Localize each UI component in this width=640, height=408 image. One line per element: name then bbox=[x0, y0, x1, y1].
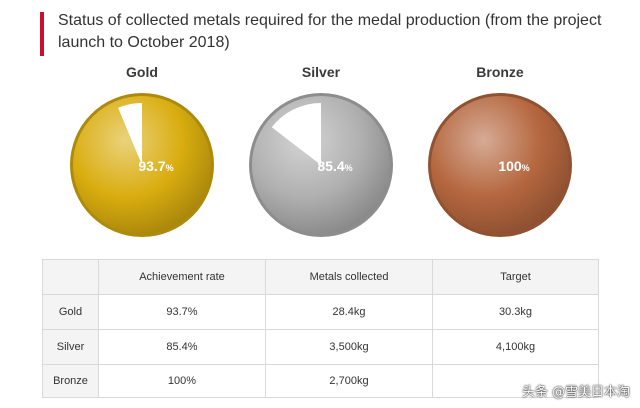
table-header-cell: Target bbox=[432, 259, 599, 295]
medal-face-bronze bbox=[431, 96, 569, 234]
chart-title-block: Status of collected metals required for … bbox=[40, 10, 620, 58]
pie-value-label-silver: 85.4% bbox=[317, 158, 352, 174]
table-cell: 3,500kg bbox=[265, 329, 433, 365]
watermark: 头条 @雪美日本淘 bbox=[521, 385, 630, 400]
table-cell: 100% bbox=[98, 364, 266, 398]
table-cell: Gold bbox=[42, 294, 99, 330]
table-cell: 28.4kg bbox=[265, 294, 433, 330]
table-header-row: Achievement rate Metals collected Target bbox=[42, 259, 599, 295]
table-row: Gold 93.7% 28.4kg 30.3kg bbox=[42, 294, 599, 330]
pie-empty-slice-silver bbox=[271, 103, 321, 165]
title-accent-bar bbox=[40, 12, 44, 56]
metals-table: Achievement rate Metals collected Target… bbox=[42, 259, 599, 398]
medal-pie-silver: 85.4% bbox=[248, 92, 394, 238]
medal-label-bronze: Bronze bbox=[476, 64, 524, 80]
pie-value-label-bronze: 100% bbox=[498, 158, 529, 174]
pie-value-label-gold: 93.7% bbox=[138, 158, 173, 174]
table-cell: 2,700kg bbox=[265, 364, 433, 398]
pie-empty-slice-gold bbox=[118, 103, 142, 165]
table-cell: 85.4% bbox=[98, 329, 266, 365]
table-cell: 30.3kg bbox=[432, 294, 599, 330]
medal-label-gold: Gold bbox=[126, 64, 158, 80]
table-row: Silver 85.4% 3,500kg 4,100kg bbox=[42, 329, 599, 365]
medal-pie-gold: 93.7% bbox=[69, 92, 215, 238]
table-cell: Bronze bbox=[42, 364, 99, 398]
table-cell: Silver bbox=[42, 329, 99, 365]
table-header-cell bbox=[42, 259, 99, 295]
table-cell: 4,100kg bbox=[432, 329, 599, 365]
medal-label-silver: Silver bbox=[301, 64, 341, 80]
table-row: Bronze 100% 2,700kg bbox=[42, 364, 599, 398]
table-cell bbox=[432, 364, 599, 398]
medal-pie-bronze: 100% bbox=[427, 92, 573, 238]
table-header-cell: Metals collected bbox=[265, 259, 433, 295]
table-header-cell: Achievement rate bbox=[98, 259, 266, 295]
chart-title: Status of collected metals required for … bbox=[58, 12, 602, 51]
table-cell: 93.7% bbox=[98, 294, 266, 330]
